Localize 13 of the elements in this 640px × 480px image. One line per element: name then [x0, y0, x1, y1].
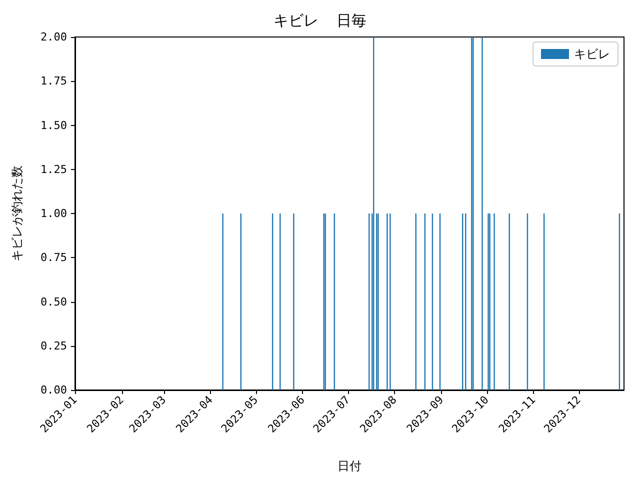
y-tick-label: 0.50 — [40, 295, 67, 308]
y-tick-label: 2.00 — [40, 30, 67, 44]
y-tick-label: 0.00 — [40, 384, 67, 396]
y-tick-label: 0.25 — [40, 339, 67, 352]
y-tick-label: 0.75 — [40, 251, 67, 264]
y-tick-label: 1.25 — [40, 162, 67, 176]
chart-title: キビレ 日毎 — [273, 12, 367, 30]
y-axis-title: キビレが釣れた数 — [10, 166, 24, 262]
legend-label: キビレ — [574, 47, 610, 61]
y-tick-label: 1.75 — [40, 74, 67, 88]
y-tick-label: 1.00 — [40, 207, 67, 220]
x-axis-title: 日付 — [338, 459, 362, 473]
y-tick-label: 1.50 — [40, 118, 67, 132]
